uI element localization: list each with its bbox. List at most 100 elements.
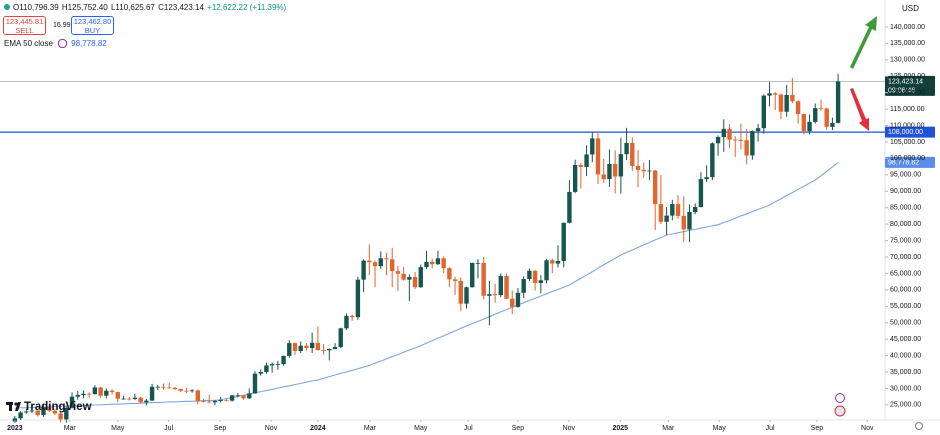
candle-body: [378, 258, 383, 267]
x-tick-label: Nov: [265, 425, 278, 432]
price-tag: [885, 75, 935, 96]
candle-body: [692, 207, 698, 212]
candle-body: [652, 170, 658, 205]
x-tick-label: Jul: [766, 425, 775, 432]
candle-body: [98, 387, 103, 396]
buy-label: BUY: [84, 26, 101, 35]
candle-body: [144, 400, 149, 403]
candle-body: [630, 142, 635, 166]
candle-body: [252, 373, 258, 394]
candle-body: [584, 154, 589, 167]
candle-body: [778, 94, 784, 112]
y-tick-label: 80,000.00: [890, 221, 921, 228]
candle-body: [218, 399, 223, 401]
y-tick-label: 135,000.00: [890, 40, 925, 47]
candle-body: [41, 407, 46, 416]
y-tick-label: 40,000.00: [890, 352, 921, 359]
x-tick-label: Jul: [164, 425, 173, 432]
candle-body: [121, 398, 126, 400]
event-icon[interactable]: [834, 405, 846, 417]
candle-body: [727, 128, 732, 140]
candle-body: [46, 407, 52, 411]
candle-body: [607, 163, 612, 180]
candle-body: [647, 170, 652, 172]
x-tick-label: Sep: [811, 425, 824, 432]
candle-body: [161, 386, 166, 388]
candle-body: [247, 393, 252, 399]
candle-body: [721, 128, 726, 138]
candle-body: [601, 174, 606, 180]
candle-body: [675, 204, 681, 216]
candle-body: [86, 393, 92, 395]
candle-body: [715, 137, 721, 144]
settings-icon[interactable]: [915, 422, 923, 430]
candle-body: [795, 101, 801, 115]
candle-body: [681, 215, 686, 230]
y-tick-label: 60,000.00: [890, 287, 921, 294]
logo: TradingView: [6, 401, 92, 413]
candle-body: [24, 411, 29, 413]
y-tick-label: 115,000.00: [890, 106, 925, 113]
price-tag: [885, 156, 935, 168]
buy-button[interactable]: 123,462.80 BUY: [71, 16, 114, 35]
x-tick-label: 2024: [310, 425, 326, 432]
currency: USD: [902, 4, 919, 13]
x-tick-label: Jul: [464, 425, 473, 432]
close: C123,423.14: [158, 3, 204, 12]
candle-body: [35, 410, 40, 416]
open: O110,796.39: [13, 3, 59, 12]
candle-body: [813, 108, 818, 122]
y-tick-label: 105,000.00: [890, 139, 925, 146]
sell-button[interactable]: 123,445.81 SELL: [3, 16, 46, 35]
candle-body: [172, 387, 178, 390]
x-tick-label: May: [111, 425, 125, 432]
candle-body: [349, 315, 355, 318]
price-tag-label: 123,423.14: [888, 78, 923, 85]
candle-body: [544, 260, 549, 281]
candle-body: [109, 390, 115, 393]
ema-legend: EMA 50 close 98,778.82: [4, 39, 107, 49]
candle-body: [132, 397, 138, 399]
y-tick-label: 130,000.00: [890, 57, 925, 64]
y-tick-label: 125,000.00: [890, 73, 925, 80]
candle-body: [264, 365, 269, 373]
y-tick-label: 30,000.00: [890, 385, 921, 392]
candle-body: [447, 268, 452, 280]
candle-body: [229, 395, 235, 401]
y-tick-label: 50,000.00: [890, 320, 921, 327]
candle-body: [52, 410, 58, 414]
event-icon[interactable]: [835, 393, 845, 403]
candle-body: [481, 262, 486, 296]
candle-body: [292, 343, 298, 351]
candle-body: [178, 389, 183, 391]
candle-body: [104, 390, 109, 396]
ema-line: [14, 161, 839, 409]
logo-mark: [9, 402, 12, 411]
x-tick-label: Sep: [214, 425, 227, 432]
candle-body: [761, 95, 766, 129]
candle-body: [115, 392, 120, 399]
x-tick-label: Nov: [861, 425, 874, 432]
low: L110,625.67: [110, 3, 155, 12]
candle-body: [315, 342, 321, 350]
candle-body: [412, 277, 418, 288]
candle-body: [258, 372, 263, 374]
candle-body: [710, 143, 715, 178]
logo-mark: [15, 402, 21, 411]
candle-body: [538, 280, 544, 283]
candle-body: [515, 292, 521, 307]
price-tag-label: 108,000.00: [888, 129, 923, 136]
candle-body: [532, 270, 538, 283]
candle-body: [618, 154, 624, 177]
candle-body: [212, 400, 218, 403]
candle-body: [527, 270, 532, 280]
candle-body: [612, 163, 618, 177]
candle-body: [401, 273, 406, 280]
candle-body: [384, 258, 389, 260]
eye-icon[interactable]: [58, 39, 68, 49]
candle-body: [670, 204, 675, 216]
candle-body: [58, 413, 63, 420]
candle-body: [773, 93, 778, 95]
ema-name: EMA 50 close: [4, 39, 53, 48]
buy-price: 123,462.80: [73, 17, 112, 26]
